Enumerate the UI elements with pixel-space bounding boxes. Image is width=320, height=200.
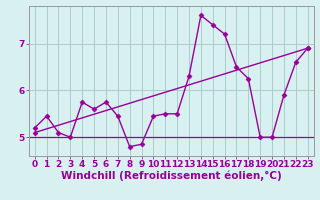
X-axis label: Windchill (Refroidissement éolien,°C): Windchill (Refroidissement éolien,°C) bbox=[61, 171, 282, 181]
